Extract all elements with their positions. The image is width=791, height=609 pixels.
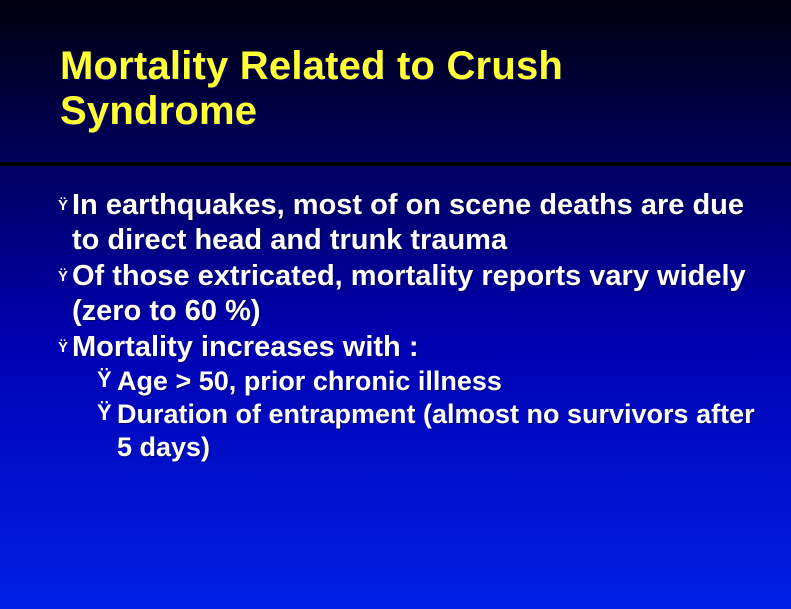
title-divider: [0, 162, 791, 166]
bullet-item: Ÿ In earthquakes, most of on scene death…: [58, 188, 761, 259]
bullet-glyph-icon: Ÿ: [97, 365, 117, 394]
bullet-item: Ÿ Mortality increases with :: [58, 330, 761, 365]
slide-title: Mortality Related to Crush Syndrome: [60, 44, 680, 134]
bullet-sub-item: Ÿ Age > 50, prior chronic illness: [58, 365, 761, 398]
title-area: Mortality Related to Crush Syndrome: [0, 0, 680, 134]
bullet-text: Duration of entrapment (almost no surviv…: [117, 398, 761, 464]
bullet-text: In earthquakes, most of on scene deaths …: [72, 188, 761, 259]
bullet-glyph-icon: Ÿ: [58, 330, 72, 357]
bullet-text: Mortality increases with :: [72, 330, 761, 365]
slide: Mortality Related to Crush Syndrome Ÿ In…: [0, 0, 791, 609]
bullet-glyph-icon: Ÿ: [58, 259, 72, 286]
slide-body: Ÿ In earthquakes, most of on scene death…: [58, 188, 761, 464]
bullet-item: Ÿ Of those extricated, mortality reports…: [58, 259, 761, 330]
bullet-sub-item: Ÿ Duration of entrapment (almost no surv…: [58, 398, 761, 464]
bullet-glyph-icon: Ÿ: [58, 188, 72, 215]
bullet-text: Age > 50, prior chronic illness: [117, 365, 761, 398]
bullet-text: Of those extricated, mortality reports v…: [72, 259, 761, 330]
bullet-glyph-icon: Ÿ: [97, 398, 117, 427]
